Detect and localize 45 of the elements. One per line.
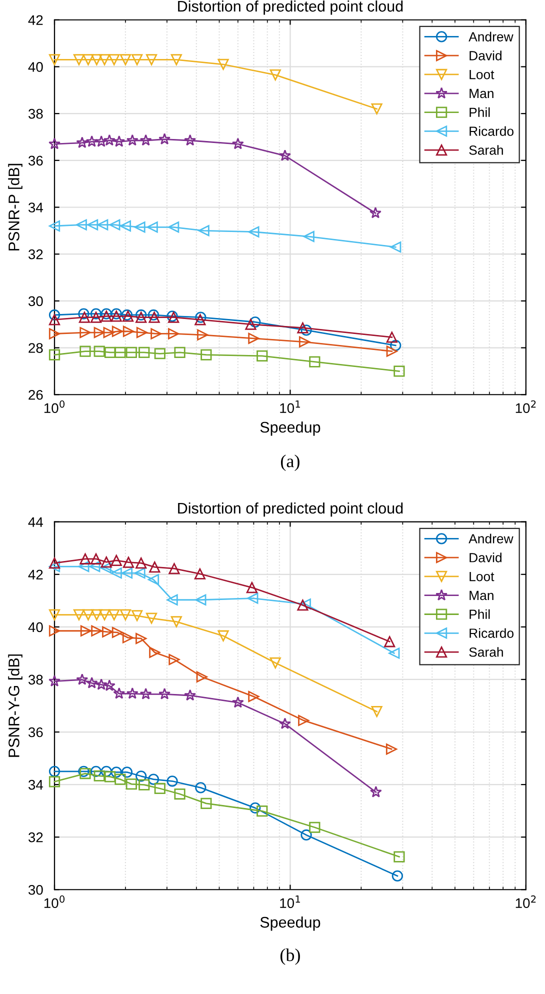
y-tick-label: 26 — [28, 390, 43, 400]
legend-label: Ricardo — [470, 126, 514, 136]
legend-label: Sarah — [469, 647, 503, 657]
text: (b) — [280, 948, 300, 965]
y-tick-label: 38 — [28, 674, 43, 685]
y-tick-label: 30 — [28, 884, 43, 895]
legend-label: Ricardo — [470, 628, 514, 638]
y-axis-title: PSNR-Y-G [dB] — [8, 654, 22, 757]
legend-label: Andrew — [468, 534, 514, 544]
legend-label: David — [470, 552, 502, 562]
y-tick-label: 44 — [28, 517, 43, 527]
legend-label: Andrew — [468, 32, 514, 42]
legend-label: Loot — [470, 70, 494, 80]
x-tick-label: 10$^{2}$ — [516, 400, 536, 414]
y-tick-label: 36 — [28, 727, 43, 738]
x-tick-label: 10$^{1}$ — [280, 400, 300, 414]
x-tick-label: 10$^{0}$ — [44, 895, 65, 908]
y-tick-label: 34 — [28, 202, 43, 212]
legend-label: Man — [470, 590, 494, 600]
y-tick-label: 34 — [28, 780, 43, 790]
x-tick-label: 10$^{1}$ — [280, 896, 300, 908]
x-tick-label: 10$^{0}$ — [44, 400, 65, 414]
y-tick-label: 42 — [28, 15, 43, 25]
y-axis-title: PSNR-P [dB] — [8, 164, 22, 250]
y-tick-label: 38 — [28, 108, 43, 119]
y-tick-label: 40 — [28, 622, 43, 632]
legend-label: Phil — [470, 107, 490, 117]
legend-label: Phil — [470, 609, 490, 619]
x-axis-title: Speedup — [260, 916, 320, 931]
y-tick-label: 42 — [28, 570, 43, 580]
chart-title: Distortion of predicted point cloud — [178, 502, 403, 517]
y-tick-label: 40 — [28, 62, 43, 72]
y-tick-label: 28 — [28, 343, 43, 353]
y-tick-label: 32 — [28, 832, 43, 842]
y-tick-label: 32 — [28, 249, 43, 260]
legend-label: Sarah — [469, 145, 503, 155]
y-tick-label: 30 — [28, 296, 43, 306]
chart-title: Distortion of predicted point cloud — [178, 0, 403, 15]
legend-label: David — [470, 50, 502, 60]
x-tick-label: 10$^{2}$ — [516, 895, 536, 908]
legend-label: Loot — [470, 572, 494, 582]
y-tick-label: 36 — [28, 156, 43, 166]
x-axis-title: Speedup — [260, 421, 320, 436]
text: (a) — [280, 454, 300, 471]
legend-label: Man — [470, 88, 494, 98]
